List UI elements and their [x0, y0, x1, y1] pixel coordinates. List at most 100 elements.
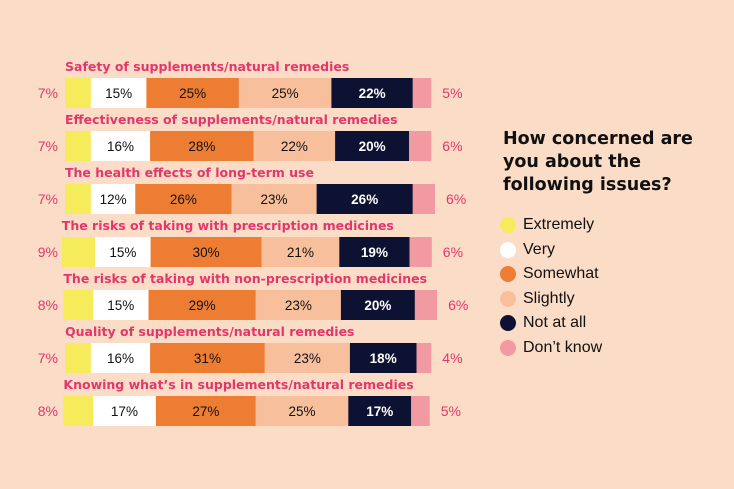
bar-segment-somewhat [146, 78, 239, 108]
data-label-not-at-all: 20% [364, 298, 391, 313]
data-label-don-t-know: 5% [441, 403, 461, 419]
data-label-not-at-all: 19% [361, 245, 388, 260]
data-label-slightly: 25% [272, 86, 299, 101]
bar-segment-extremely [63, 396, 93, 426]
legend-swatch [500, 290, 516, 307]
bar-segment-extremely [63, 290, 93, 320]
data-label-very: 15% [105, 86, 132, 101]
bar-segment-don-t-know [409, 131, 432, 161]
bar-segment-not-at-all [340, 290, 415, 320]
bar-segment-not-at-all [316, 184, 413, 214]
bar-segment-don-t-know [412, 184, 435, 214]
data-label-don-t-know: 6% [448, 297, 468, 313]
bar-segment-somewhat [150, 237, 262, 267]
legend-label: Not at all [523, 314, 587, 331]
bar-segment-slightly [255, 290, 341, 320]
data-label-very: 16% [107, 351, 134, 366]
data-label-slightly: 25% [289, 404, 316, 419]
legend-swatch [500, 339, 516, 356]
bar-segment-somewhat [135, 184, 232, 214]
bar-segment-slightly [255, 396, 349, 426]
category-label: Safety of supplements/natural remedies [65, 59, 349, 74]
data-label-don-t-know: 6% [446, 191, 466, 207]
data-label-somewhat: 29% [189, 298, 216, 313]
data-label-not-at-all: 20% [359, 139, 386, 154]
legend-item-very: Very [500, 241, 555, 259]
data-label-don-t-know: 6% [443, 244, 463, 260]
category-label: Effectiveness of supplements/natural rem… [65, 112, 398, 127]
bar-row-7: Knowing what’s in supplements/natural re… [38, 377, 461, 426]
legend-item-extremely: Extremely [500, 216, 594, 234]
bar-segment-somewhat [155, 396, 256, 426]
data-label-very: 12% [100, 192, 127, 207]
bar-segment-extremely [65, 131, 91, 161]
legend-swatch [500, 217, 516, 233]
bar-segment-very [90, 78, 147, 108]
bar-segment-slightly [253, 131, 336, 161]
data-label-extremely: 7% [38, 350, 58, 366]
bar-segment-somewhat [150, 131, 254, 161]
category-label: Knowing what’s in supplements/natural re… [63, 377, 413, 392]
data-label-extremely: 7% [38, 191, 58, 207]
bar-segment-don-t-know [416, 343, 432, 373]
data-label-don-t-know: 4% [442, 350, 462, 366]
data-label-slightly: 23% [285, 298, 312, 313]
data-label-very: 15% [107, 298, 134, 313]
data-label-not-at-all: 26% [351, 192, 378, 207]
data-label-not-at-all: 17% [366, 404, 393, 419]
legend-swatch [500, 241, 516, 258]
bar-row-5: The risks of taking with non-prescriptio… [38, 271, 468, 320]
bar-segment-slightly [261, 237, 340, 267]
legend-swatch [500, 315, 516, 331]
bar-row-3: The health effects of long-term use 7% 12%… [38, 165, 466, 214]
legend-label: Extremely [523, 216, 595, 233]
data-label-slightly: 23% [294, 351, 321, 366]
data-label-extremely: 7% [38, 85, 58, 101]
bar-segment-somewhat [150, 343, 265, 373]
data-label-don-t-know: 5% [442, 85, 462, 101]
bar-row-1: Safety of supplements/natural remedies 7%… [38, 59, 463, 108]
bar-segment-very [90, 343, 151, 373]
bar-segment-very [93, 396, 156, 426]
data-label-somewhat: 26% [170, 192, 197, 207]
bar-segment-don-t-know [414, 290, 438, 320]
bar-segment-extremely [65, 343, 91, 373]
category-label: Quality of supplements/natural remedies [65, 324, 355, 339]
legend-item-somewhat: Somewhat [500, 265, 599, 283]
bar-segment-not-at-all [331, 78, 413, 108]
data-label-extremely: 8% [38, 297, 58, 313]
bar-segment-not-at-all [335, 131, 410, 161]
legend-label: Slightly [523, 289, 575, 307]
legend-item-slightly: Slightly [500, 290, 575, 308]
legend-label: Don’t know [523, 338, 603, 356]
legend-item-don-t-know: Don’t know [500, 339, 602, 357]
data-label-very: 16% [107, 139, 134, 154]
legend-label: Somewhat [523, 265, 599, 282]
data-label-very: 17% [111, 404, 138, 419]
bar-segment-very [93, 290, 149, 320]
data-label-somewhat: 27% [192, 404, 219, 419]
bar-segment-extremely [65, 78, 91, 108]
bar-segment-very [95, 237, 151, 267]
data-label-somewhat: 28% [188, 139, 215, 154]
data-label-not-at-all: 18% [370, 351, 397, 366]
data-label-slightly: 22% [281, 139, 308, 154]
bar-row-6: Quality of supplements/natural remedies 7… [38, 324, 463, 373]
bar-segment-extremely [61, 237, 96, 267]
data-label-slightly: 21% [287, 245, 314, 260]
bar-segment-very [90, 184, 136, 214]
bar-segment-slightly [231, 184, 317, 214]
legend-swatch [500, 266, 516, 282]
data-label-very: 15% [109, 245, 136, 260]
data-label-not-at-all: 22% [359, 86, 386, 101]
bar-segment-don-t-know [411, 396, 430, 426]
bar-row-2: Effectiveness of supplements/natural rem… [38, 112, 463, 161]
data-label-slightly: 23% [261, 192, 288, 207]
data-label-somewhat: 31% [194, 351, 221, 366]
data-label-somewhat: 25% [179, 86, 206, 101]
chart-title: How concerned are you about the followin… [503, 129, 693, 195]
data-label-extremely: 7% [38, 138, 58, 154]
bar-row-4: The risks of taking with prescription me… [38, 218, 463, 267]
bar-segment-don-t-know [409, 237, 432, 267]
